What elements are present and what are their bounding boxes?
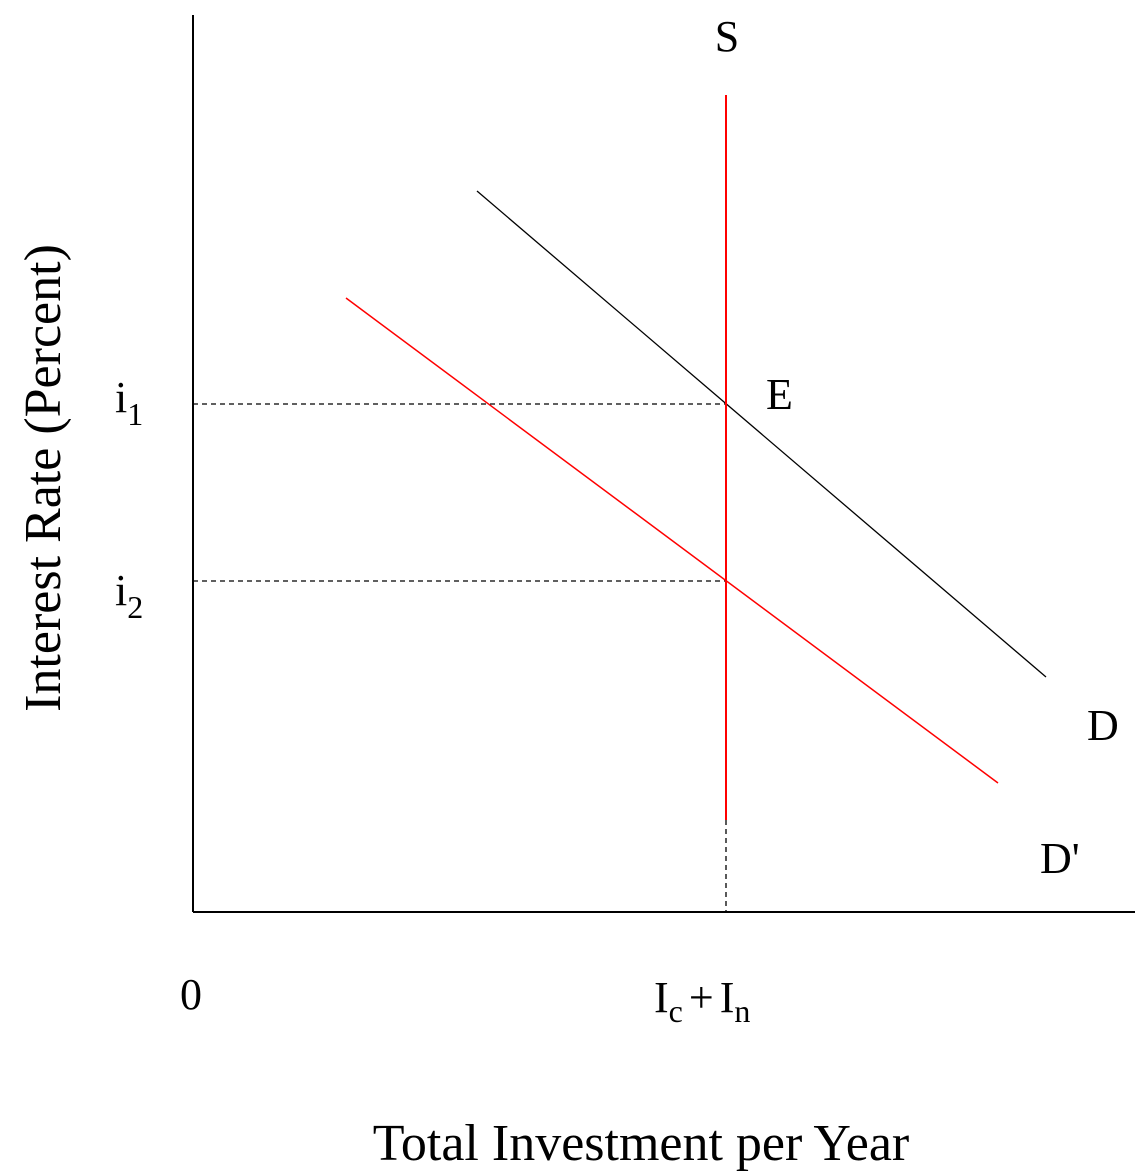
i2-base: i	[115, 566, 127, 615]
equilibrium-label: E	[766, 370, 793, 419]
demand-label: D	[1087, 701, 1119, 750]
i1-base: i	[115, 373, 127, 422]
shifted-demand-label: D'	[1040, 834, 1080, 883]
supply-label: S	[715, 12, 739, 61]
x-axis-title: Total Investment per Year	[373, 1115, 909, 1171]
shifted-demand-curve	[345, 297, 999, 784]
i1-tick-label: i1	[115, 373, 143, 432]
origin-label: 0	[180, 970, 202, 1019]
quantity-term1: I	[654, 973, 669, 1022]
i2-tick-label: i2	[115, 566, 143, 625]
quantity-sub1: c	[669, 993, 683, 1029]
quantity-term2: I	[720, 973, 735, 1022]
y-axis-title: Interest Rate (Percent)	[15, 244, 72, 712]
quantity-tick-label: Ic + In	[654, 973, 750, 1029]
quantity-sub2: n	[734, 993, 750, 1029]
i2-subscript: 2	[127, 589, 143, 625]
demand-curve	[476, 190, 1047, 678]
quantity-plus: +	[689, 973, 714, 1022]
i1-subscript: 1	[127, 396, 143, 432]
